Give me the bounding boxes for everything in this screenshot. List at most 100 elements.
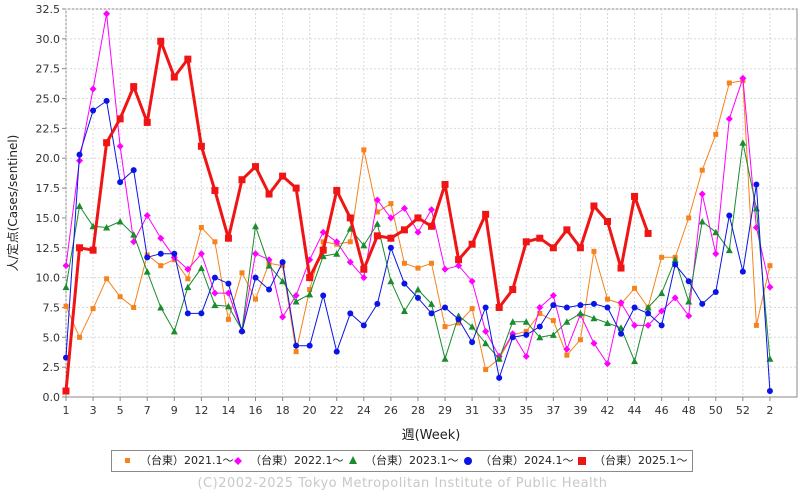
data-point [76,202,84,209]
data-point [590,202,598,210]
data-point [279,259,286,266]
data-point [739,268,746,275]
data-point [306,342,313,349]
data-point [632,285,638,291]
data-point [387,277,395,285]
data-point [577,302,584,309]
data-point [685,312,693,320]
data-point [428,206,435,214]
data-point [224,302,232,310]
data-point [400,204,408,212]
data-point [536,303,544,311]
y-axis-ticks: 0.0 2.5 5.0 7.5 10.0 12.5 15.0 17.5 20.0 22.5 25.0… [36,3,66,404]
data-point [441,180,449,188]
data-point [104,276,110,282]
data-point [400,307,408,315]
data-point [726,212,733,219]
data-point [753,322,759,328]
data-point [414,286,422,293]
y-axis-label: 人/定点(Cases/sentinel) [5,135,20,272]
x-tick-label: 29 [438,404,452,417]
data-point [387,214,395,222]
data-point [536,333,544,341]
data-point [482,304,489,311]
data-point [157,234,165,242]
data-point [414,228,422,236]
x-tick-label: 46 [655,404,669,417]
x-tick-label: 14 [221,404,235,417]
data-point [157,303,165,311]
data-point [143,268,151,275]
y-tick-label: 2.5 [43,361,61,374]
x-tick-label: 12 [194,404,208,417]
data-point [429,260,434,266]
data-point [455,316,462,323]
data-point [698,190,706,198]
data-point [509,318,517,325]
data-point [62,387,70,395]
x-tick-label: 18 [276,404,290,417]
y-tick-label: 30.0 [36,33,61,46]
data-point [63,303,69,309]
data-point [658,307,666,315]
data-point [211,289,219,297]
data-point [103,97,110,104]
data-point [428,300,435,307]
data-point [252,274,259,281]
data-point [90,306,96,312]
data-point [319,246,327,254]
data-point [224,234,232,242]
data-point [265,262,273,269]
data-point [360,274,368,282]
data-point [103,10,111,18]
x-tick-label: 28 [411,404,425,417]
legend-triangle-icon [349,456,357,464]
data-point [414,214,422,222]
data-point [563,318,571,325]
data-point [144,254,151,261]
x-tick-label: 2 [766,404,773,417]
x-tick-label: 44 [628,404,642,417]
data-point [441,265,449,273]
data-point [739,74,747,82]
data-point [306,290,314,298]
data-point [306,274,314,282]
data-point [495,303,503,311]
data-point [509,286,517,294]
data-point [198,310,205,317]
data-point [563,304,570,311]
data-point [495,355,503,362]
data-point [455,256,463,264]
data-point [604,296,610,302]
data-point [726,80,732,86]
data-point [631,304,638,311]
y-tick-label: 0.0 [43,391,61,404]
x-tick-label: 9 [171,404,178,417]
data-point [590,339,598,347]
data-point [522,352,530,360]
x-tick-label: 7 [144,404,151,417]
x-tick-label: 20 [303,404,317,417]
data-point [374,300,381,307]
x-tick-label: 35 [519,404,533,417]
legend-label: （台東）2021.1〜 [140,454,234,467]
data-point [373,196,381,204]
y-tick-label: 15.0 [36,212,61,225]
data-point [401,260,407,266]
data-point [280,263,286,269]
data-point [644,321,652,329]
series-group [62,10,774,395]
data-point [197,250,205,258]
data-point [428,310,435,317]
data-point [360,241,368,249]
data-point [238,328,245,335]
data-point [387,234,395,242]
data-point [252,163,260,171]
data-point [346,258,354,266]
x-tick-label: 52 [736,404,750,417]
data-point [252,250,260,258]
data-point [293,342,300,349]
data-point [374,209,380,215]
data-point [645,310,652,317]
